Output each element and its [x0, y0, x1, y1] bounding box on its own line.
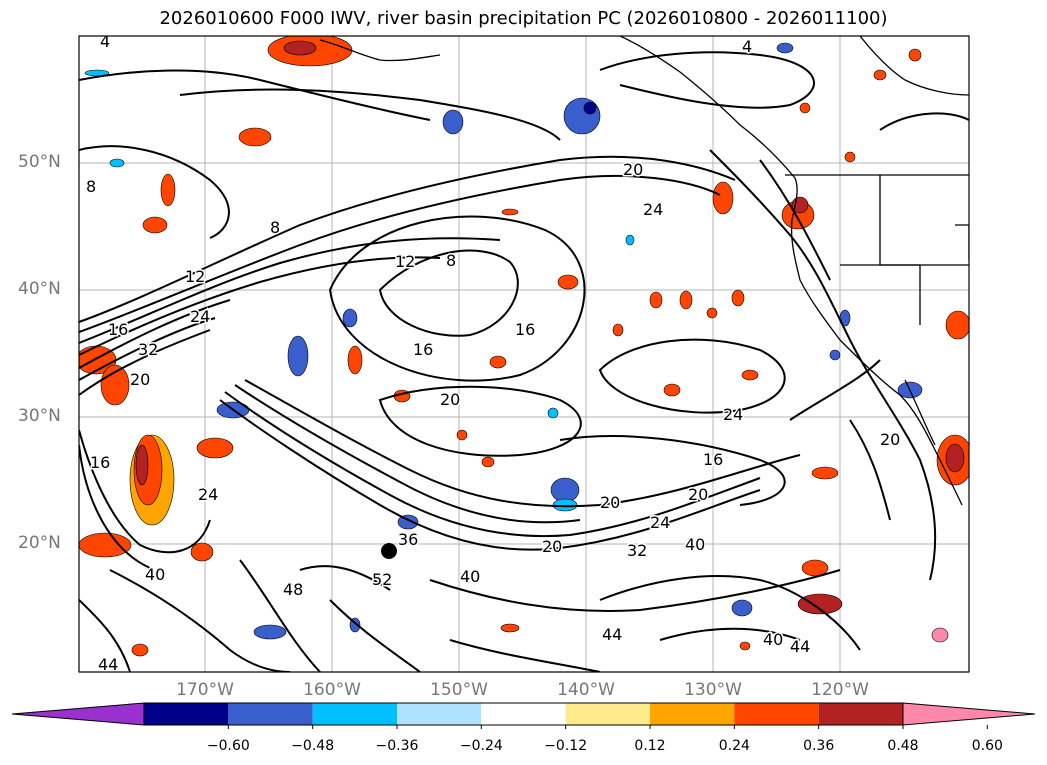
- map-frame: [78, 35, 970, 673]
- figure-title: 2026010600 F000 IWV, river basin precipi…: [159, 8, 888, 29]
- lon-label: 120°W: [811, 680, 869, 700]
- contour-label: 40: [763, 630, 783, 649]
- contour-label: 40: [685, 535, 705, 554]
- contour-label: 4: [742, 37, 752, 56]
- colorbar-tick-label: −0.36: [375, 738, 419, 754]
- colorbar-segment: [650, 703, 735, 725]
- lat-label: 40°N: [18, 279, 61, 299]
- contour-label: 8: [270, 218, 280, 237]
- contour-label: 16: [413, 340, 433, 359]
- precip-negative-patches: [84, 42, 923, 640]
- contour-label: 24: [643, 200, 663, 219]
- contour-label: 8: [446, 251, 456, 270]
- contour-label: 16: [90, 453, 110, 472]
- contour-label: 24: [198, 485, 218, 504]
- contour-label: 20: [880, 430, 900, 449]
- colorbar-tick-label: 0.60: [971, 738, 1003, 754]
- colorbar-frame: [143, 702, 904, 726]
- contour-label: 40: [145, 565, 165, 584]
- colorbar-tick-label: 0.24: [718, 738, 750, 754]
- colorbar-segment: [481, 703, 566, 725]
- contour-label: 20: [440, 390, 460, 409]
- colorbar-segment: [818, 703, 903, 725]
- lat-label: 20°N: [18, 533, 61, 553]
- colorbar: [11, 702, 1036, 729]
- contour-label: 40: [460, 567, 480, 586]
- colorbar-tick-label: −0.24: [459, 738, 503, 754]
- contour-label: 44: [790, 637, 810, 656]
- lat-label: 30°N: [18, 406, 61, 426]
- lon-label: 150°W: [430, 680, 488, 700]
- contour-label: 44: [98, 655, 118, 674]
- contour-label: 12: [185, 267, 205, 286]
- contour-label: 8: [86, 177, 96, 196]
- contour-label: 20: [623, 160, 643, 179]
- contour-label: 20: [688, 485, 708, 504]
- contour-label: 44: [602, 625, 622, 644]
- contour-label: 52: [372, 570, 392, 589]
- colorbar-extend-low: [11, 702, 145, 726]
- contour-label: 20: [600, 493, 620, 512]
- iwv-contours: [79, 51, 969, 672]
- contour-label: 24: [650, 513, 670, 532]
- colorbar-tick-label: −0.48: [291, 738, 335, 754]
- lon-label: 130°W: [684, 680, 742, 700]
- contour-label: 36: [398, 530, 418, 549]
- lon-label: 170°W: [176, 680, 234, 700]
- lon-label: 140°W: [557, 680, 615, 700]
- colorbar-tick-label: 0.48: [887, 738, 919, 754]
- colorbar-segment: [565, 703, 650, 725]
- lat-label: 50°N: [18, 152, 61, 172]
- contour-label: 20: [542, 537, 562, 556]
- colorbar-segment: [312, 703, 397, 725]
- contour-label: 24: [723, 405, 743, 424]
- colorbar-tick-label: 0.12: [634, 738, 666, 754]
- colorbar-segment: [397, 703, 482, 725]
- contour-labels: 4 4 8 8 8 12 12 16 16 16 16 20 20 20 20 …: [85, 32, 902, 674]
- lon-label: 160°W: [303, 680, 361, 700]
- contour-label: 24: [190, 307, 210, 326]
- contour-label: 16: [703, 450, 723, 469]
- colorbar-tick-label: −0.60: [206, 738, 250, 754]
- contour-label: 20: [130, 370, 150, 389]
- colorbar-segment: [144, 703, 229, 725]
- contour-label: 16: [515, 320, 535, 339]
- coastline: [319, 36, 969, 506]
- station-marker: [381, 543, 397, 559]
- colorbar-tick-label: −0.12: [544, 738, 588, 754]
- contour-label: 32: [627, 541, 647, 560]
- colorbar-extend-high: [902, 702, 1036, 726]
- contour-label: 16: [108, 320, 128, 339]
- colorbar-segment: [734, 703, 819, 725]
- colorbar-tick-label: 0.36: [803, 738, 835, 754]
- contour-label: 4: [100, 32, 110, 51]
- colorbar-segment: [228, 703, 313, 725]
- contour-label: 32: [138, 340, 158, 359]
- contour-label: 12: [395, 252, 415, 271]
- contour-label: 48: [283, 580, 303, 599]
